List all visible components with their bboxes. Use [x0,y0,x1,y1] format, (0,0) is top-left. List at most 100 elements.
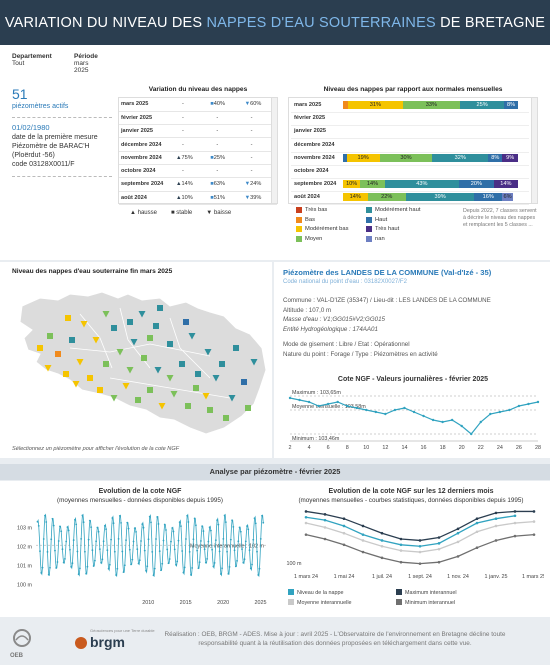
history-point[interactable] [113,550,116,553]
piezometer-marker-baisse[interactable] [202,393,210,400]
history-point[interactable] [87,538,90,541]
normales-segment[interactable]: 14% [343,193,368,202]
history-point[interactable] [213,562,216,564]
series-point[interactable] [437,542,441,545]
normales-segment[interactable]: 20% [459,180,494,189]
history-point[interactable] [196,549,199,552]
history-point[interactable] [161,562,164,565]
history-point[interactable] [223,514,226,517]
history-point[interactable] [106,549,109,552]
piezometer-marker-stable[interactable] [135,397,141,403]
piezometer-marker-baisse[interactable] [122,383,130,390]
history-point[interactable] [133,527,136,529]
series-point[interactable] [494,517,498,520]
history-point[interactable] [125,539,127,541]
history-point[interactable] [70,565,73,568]
normales-segment[interactable]: 6% [502,193,513,202]
history-point[interactable] [249,567,252,570]
piezometer-marker-stable[interactable] [127,319,133,325]
departement-value[interactable]: Tout [12,60,25,67]
series-point[interactable] [380,539,384,542]
series-point[interactable] [361,524,365,528]
series-point[interactable] [323,518,327,522]
normales-segment[interactable]: 10% [343,180,361,189]
normales-segment[interactable]: 39% [406,193,475,202]
history-point[interactable] [232,525,235,528]
history-point[interactable] [229,538,232,541]
history-point[interactable] [59,525,61,528]
history-point[interactable] [167,562,170,565]
history-point[interactable] [90,526,93,529]
daily-point[interactable] [336,400,339,404]
piezometer-marker-stable[interactable] [141,355,147,361]
series-point[interactable] [342,524,346,528]
piezometer-marker-stable[interactable] [195,371,201,377]
series-point[interactable] [323,526,327,529]
series-point[interactable] [304,533,308,536]
history-point[interactable] [136,548,139,551]
piezometer-marker-stable[interactable] [153,323,159,329]
piezometer-marker-baisse[interactable] [212,375,220,382]
scrollbar[interactable] [271,98,277,203]
bretagne-map[interactable] [10,278,270,438]
normales-segment[interactable]: 14% [360,180,385,189]
piezometer-marker-baisse[interactable] [92,337,100,344]
normales-segment[interactable]: 8% [504,101,518,109]
piezometer-marker-baisse[interactable] [76,359,84,366]
history-point[interactable] [214,539,217,542]
history-point[interactable] [54,549,56,552]
piezometer-marker-stable[interactable] [207,407,213,413]
history-point[interactable] [168,558,171,560]
history-point[interactable] [227,573,230,575]
history-point[interactable] [248,549,251,552]
piezometer-marker-stable[interactable] [157,305,163,311]
normales-bar[interactable]: 14% 22% 39% 16% 6% [343,193,518,202]
history-point[interactable] [132,540,135,543]
history-point[interactable] [193,517,196,520]
piezometer-marker-stable[interactable] [111,325,117,331]
normales-segment[interactable]: 22% [367,193,406,202]
history-point[interactable] [254,522,257,525]
history-point[interactable] [65,540,68,543]
history-point[interactable] [64,557,66,560]
piezometer-marker-baisse[interactable] [228,395,236,402]
series-point[interactable] [494,539,498,542]
history-point[interactable] [131,558,134,561]
history-point[interactable] [211,548,214,551]
daily-point[interactable] [479,420,482,424]
history-point[interactable] [166,548,169,551]
history-point[interactable] [251,563,253,566]
normales-segment[interactable]: 16% [474,193,503,202]
piezometer-marker-baisse[interactable] [44,365,52,372]
history-point[interactable] [130,563,132,566]
history-point[interactable] [242,561,245,564]
piezometer-marker-stable[interactable] [241,379,247,385]
series-point[interactable] [456,555,460,558]
piezometer-marker-baisse[interactable] [170,391,178,398]
history-point[interactable] [74,518,76,521]
daily-point[interactable] [384,412,387,416]
history-point[interactable] [71,562,74,565]
history-point[interactable] [135,530,137,533]
history-point[interactable] [191,567,194,569]
history-point[interactable] [160,569,162,572]
history-point[interactable] [41,566,44,569]
history-point[interactable] [72,539,75,541]
history-point[interactable] [76,550,79,553]
daily-point[interactable] [460,424,463,428]
history-point[interactable] [95,540,98,543]
series-point[interactable] [304,510,308,513]
history-point[interactable] [198,561,201,564]
daily-point[interactable] [403,406,406,410]
piezometer-marker-baisse[interactable] [158,403,166,410]
normales-segment[interactable]: 33% [402,101,461,109]
normales-segment[interactable]: 14% [493,180,518,189]
history-point[interactable] [207,540,210,543]
history-point[interactable] [47,573,50,576]
daily-point[interactable] [517,404,521,408]
history-point[interactable] [181,550,184,552]
history-point[interactable] [146,565,149,568]
history-point[interactable] [117,537,120,540]
piezometer-marker-stable[interactable] [103,361,109,367]
